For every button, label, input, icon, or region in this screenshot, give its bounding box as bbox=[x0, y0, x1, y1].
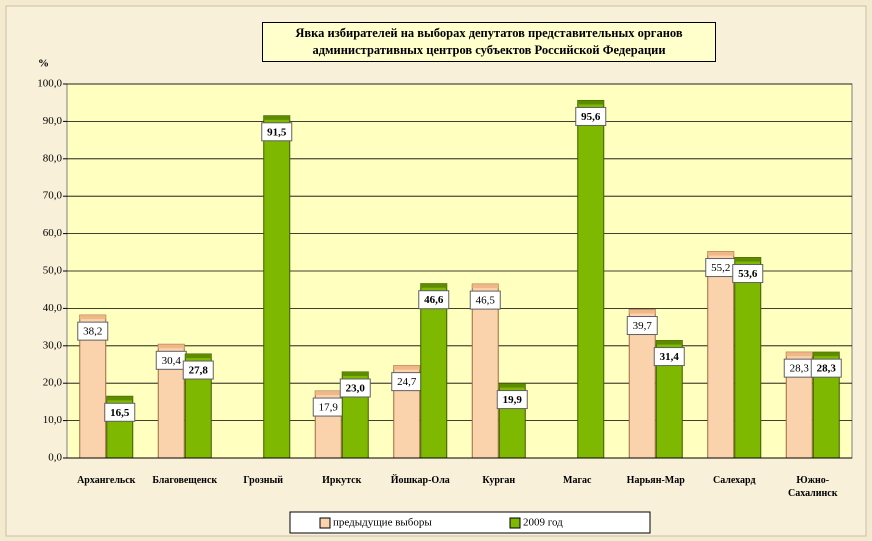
value-label-box bbox=[496, 390, 528, 410]
legend-label: предыдущие выборы bbox=[333, 517, 432, 529]
value-label: 16,5 bbox=[110, 407, 130, 419]
value-label: 31,4 bbox=[660, 351, 680, 363]
y-tick-label: 60,0 bbox=[43, 227, 63, 239]
x-tick-label: Иркутск bbox=[322, 475, 362, 486]
value-label-box bbox=[575, 106, 607, 126]
x-tick-label: Салехард bbox=[712, 475, 756, 486]
bar-top bbox=[656, 340, 683, 345]
y-tick-label: 30,0 bbox=[43, 339, 63, 351]
value-label-box bbox=[653, 347, 685, 367]
value-label: 23,0 bbox=[346, 383, 366, 395]
y-tick-label: 10,0 bbox=[43, 414, 63, 426]
value-label: 38,2 bbox=[83, 326, 102, 338]
value-label: 39,7 bbox=[633, 320, 653, 332]
x-tick-label: Южно-Сахалинск bbox=[787, 475, 838, 499]
value-label: 28,3 bbox=[817, 363, 837, 375]
bar-top bbox=[106, 396, 133, 401]
legend-box bbox=[289, 511, 651, 534]
x-tick-label: Грозный bbox=[243, 475, 284, 486]
value-label: 19,9 bbox=[503, 394, 523, 406]
legend-swatch bbox=[319, 517, 331, 529]
value-label-box bbox=[182, 360, 214, 380]
value-label-box bbox=[418, 290, 450, 310]
bar-top bbox=[734, 257, 761, 262]
legend-swatch bbox=[509, 517, 521, 529]
bar bbox=[420, 283, 448, 459]
value-label: 28,3 bbox=[790, 363, 810, 375]
legend-label: 2009 год bbox=[523, 517, 563, 529]
value-label-box bbox=[732, 264, 764, 284]
bar-top bbox=[786, 352, 813, 357]
y-axis-label: % bbox=[38, 58, 49, 70]
x-tick-label: Йошкар-Ола bbox=[390, 475, 450, 486]
y-tick-label: 50,0 bbox=[43, 265, 63, 277]
y-tick-label: 70,0 bbox=[43, 190, 63, 202]
y-tick-label: 0,0 bbox=[48, 452, 62, 464]
value-label-box bbox=[469, 290, 501, 310]
value-label-box bbox=[339, 378, 371, 398]
x-tick-label: Магас bbox=[563, 475, 592, 486]
x-tick-label: Курган bbox=[482, 475, 516, 486]
value-label: 46,6 bbox=[424, 294, 444, 306]
x-tick-label: Благовещенск bbox=[152, 475, 218, 486]
bar-top bbox=[393, 365, 420, 370]
y-tick-label: 80,0 bbox=[43, 152, 63, 164]
y-tick-label: 40,0 bbox=[43, 302, 63, 314]
bar bbox=[263, 115, 291, 459]
bar-top bbox=[577, 100, 604, 105]
bar-top bbox=[629, 309, 656, 314]
bar-top bbox=[185, 354, 212, 359]
bar-top bbox=[707, 251, 734, 256]
bar-top bbox=[158, 344, 185, 349]
value-label: 27,8 bbox=[189, 365, 209, 377]
value-label: 24,7 bbox=[397, 376, 417, 388]
value-label-box bbox=[810, 358, 842, 378]
bar-top bbox=[472, 284, 499, 289]
chart-title: Явка избирателей на выборах депутатов пр… bbox=[262, 22, 716, 62]
y-tick-label: 100,0 bbox=[37, 78, 62, 90]
x-tick-label: Нарьян-Мар bbox=[626, 475, 685, 486]
bar-top bbox=[813, 352, 840, 357]
bar bbox=[707, 251, 735, 459]
value-label-box bbox=[77, 321, 109, 341]
value-label: 53,6 bbox=[738, 268, 758, 280]
bar-top bbox=[315, 391, 342, 396]
bar-top bbox=[79, 315, 106, 320]
value-label-box bbox=[626, 316, 658, 336]
value-label: 91,5 bbox=[267, 126, 287, 138]
y-tick-label: 90,0 bbox=[43, 115, 63, 127]
y-tick-label: 20,0 bbox=[43, 377, 63, 389]
value-label: 46,5 bbox=[476, 295, 496, 307]
value-label-box bbox=[104, 402, 136, 422]
bar bbox=[577, 99, 605, 459]
bar-top bbox=[263, 115, 290, 120]
value-label: 55,2 bbox=[711, 262, 730, 274]
value-label: 17,9 bbox=[319, 402, 339, 414]
bar-top bbox=[420, 283, 447, 288]
bar bbox=[471, 283, 499, 459]
value-label: 95,6 bbox=[581, 111, 601, 123]
bar-top bbox=[499, 383, 526, 388]
value-label-box bbox=[261, 122, 293, 142]
value-label: 30,4 bbox=[162, 355, 182, 367]
bar-top bbox=[342, 371, 369, 376]
x-tick-label: Архангельск bbox=[77, 475, 136, 486]
bar bbox=[734, 257, 762, 459]
